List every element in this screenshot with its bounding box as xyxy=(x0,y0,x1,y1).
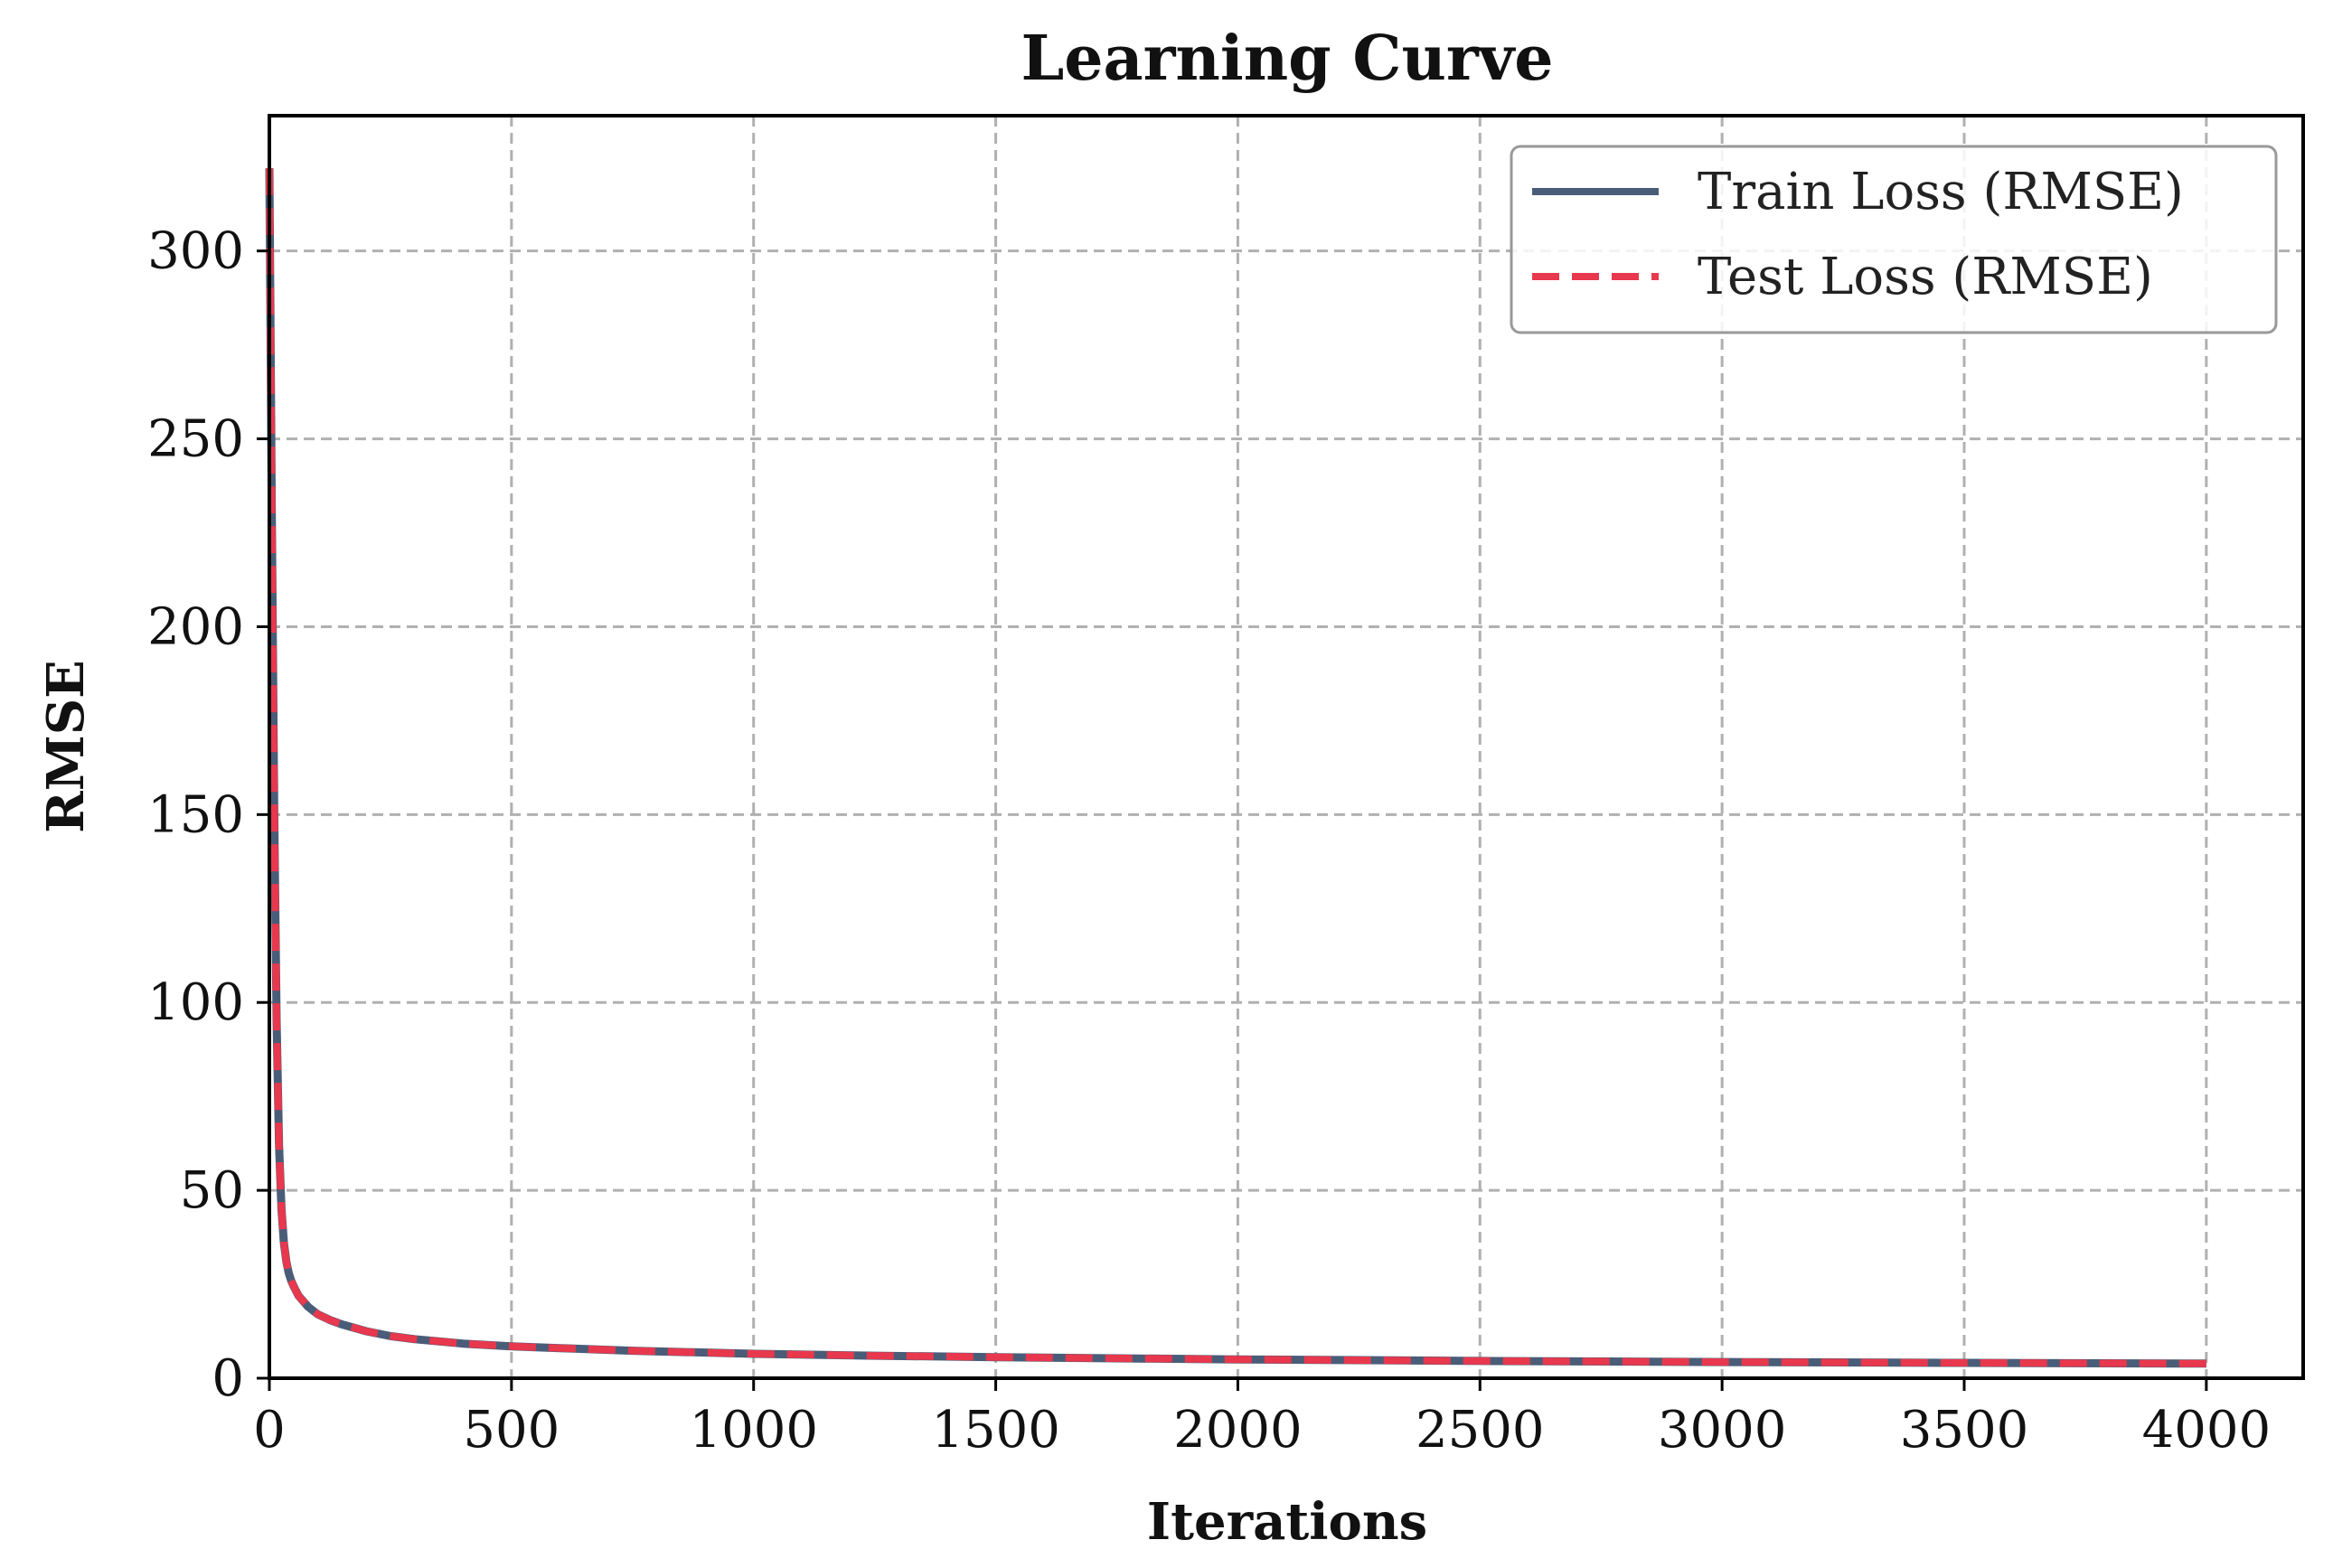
y-tick-label: 0 xyxy=(212,1349,244,1408)
x-tick-label: 1500 xyxy=(931,1401,1060,1460)
x-axis-ticks: 0 500 1000 1500 2000 2500 3000 3500 4000 xyxy=(253,1378,2271,1460)
legend-train-label: Train Loss (RMSE) xyxy=(1698,163,2184,221)
x-tick-label: 2500 xyxy=(1416,1401,1545,1460)
x-tick-label: 3500 xyxy=(1900,1401,2029,1460)
x-tick-label: 500 xyxy=(463,1401,560,1460)
plot-frame xyxy=(268,114,2305,1380)
legend-test-label: Test Loss (RMSE) xyxy=(1698,248,2153,306)
y-tick-label: 200 xyxy=(147,597,244,656)
y-tick-label: 300 xyxy=(147,222,244,281)
y-tick-label: 250 xyxy=(147,410,244,469)
y-axis-ticks: 0 50 100 150 200 250 300 xyxy=(147,222,269,1408)
x-tick-label: 1000 xyxy=(689,1401,818,1460)
test-loss-line xyxy=(266,168,2206,1367)
chart-title: Learning Curve xyxy=(1021,23,1553,95)
x-tick-label: 4000 xyxy=(2142,1401,2272,1460)
x-tick-label: 3000 xyxy=(1658,1401,1787,1460)
x-tick-label: 0 xyxy=(253,1401,286,1460)
y-tick-label: 100 xyxy=(147,973,244,1032)
legend-box xyxy=(1510,145,2278,334)
legend: Train Loss (RMSE) Test Loss (RMSE) xyxy=(1510,145,2278,334)
y-tick-label: 50 xyxy=(180,1161,244,1220)
x-axis-label: Iterations xyxy=(1147,1492,1427,1552)
y-axis-label: RMSE xyxy=(36,660,96,833)
x-tick-label: 2000 xyxy=(1173,1401,1303,1460)
series-lines xyxy=(265,168,2206,1368)
y-tick-label: 150 xyxy=(147,785,244,844)
